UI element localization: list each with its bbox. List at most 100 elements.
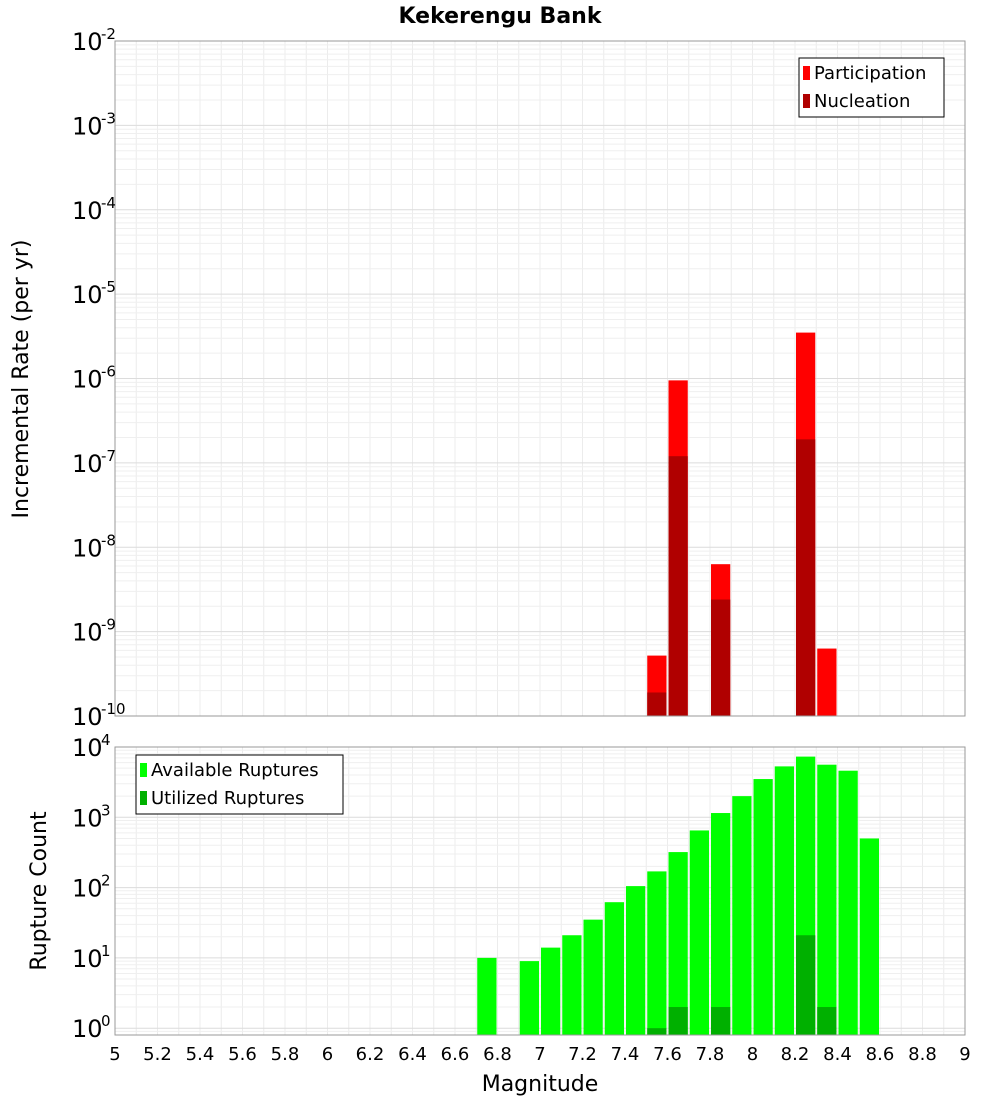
y-tick-label: 10-2 [72,25,116,56]
x-tick-label: 5 [109,1044,120,1065]
legend-swatch [140,763,147,777]
count-bar-available-ruptures [668,852,688,1035]
y-tick-label: 10-6 [72,363,116,394]
y-tick-label: 10-3 [72,109,116,140]
y-tick-base: 10 [72,112,103,140]
y-tick-exponent: -2 [101,25,116,43]
x-tick-label: 8 [747,1044,758,1065]
count-bar-available-ruptures [817,764,837,1035]
y-tick-exponent: -6 [101,363,116,381]
count-legend: Available Ruptures Utilized Ruptures [135,754,344,815]
rate-y-axis-label: Incremental Rate (per yr) [9,240,34,519]
count-bar-available-ruptures [774,766,794,1035]
count-bar-utilized-ruptures [647,1028,667,1035]
y-tick-exponent: 3 [101,801,111,819]
count-bars [477,756,879,1035]
y-tick-label: 10-8 [72,531,116,562]
y-tick-exponent: -5 [101,278,116,296]
x-tick-label: 5.4 [186,1044,215,1065]
count-y-axis-label: Rupture Count [27,811,52,971]
count-bar-available-ruptures [477,957,497,1035]
count-bar-available-ruptures [689,830,709,1035]
y-tick-base: 10 [72,534,103,562]
y-tick-base: 10 [72,703,103,731]
y-tick-base: 10 [72,450,103,478]
x-tick-label: 5.8 [271,1044,300,1065]
rate-bars [647,332,837,716]
rate-gridlines [114,40,966,717]
x-tick-label: 8.2 [781,1044,810,1065]
count-bar-available-ruptures [732,796,752,1035]
y-tick-base: 10 [72,281,103,309]
legend-swatch [803,94,810,108]
count-bar-available-ruptures [711,813,731,1035]
x-tick-label: 7.8 [696,1044,725,1065]
x-tick-label: 7.6 [653,1044,682,1065]
rate-bar-participation [817,648,837,716]
y-tick-exponent: 2 [101,872,111,890]
count-legend-box [135,754,344,815]
y-tick-label: 100 [72,1012,111,1043]
y-tick-base: 10 [72,619,103,647]
legend-label: Utilized Ruptures [151,788,304,809]
count-plot-frame [114,746,966,1036]
rate-bar-nucleation [711,599,731,716]
x-tick-label: 6 [322,1044,333,1065]
y-tick-base: 10 [72,875,103,903]
x-tick-label: 9 [959,1044,970,1065]
legend-label: Nucleation [814,91,910,112]
count-bar-available-ruptures [541,947,561,1035]
y-tick-base: 10 [72,28,103,56]
x-tick-label: 6.8 [483,1044,512,1065]
x-tick-label: 6.2 [356,1044,385,1065]
y-tick-base: 10 [72,945,103,973]
x-axis-label: Magnitude [482,1072,599,1097]
y-tick-label: 10-4 [72,194,116,225]
y-tick-exponent: 0 [101,1012,111,1030]
y-tick-exponent: -9 [101,616,116,634]
count-bar-available-ruptures [647,871,667,1035]
y-tick-label: 101 [72,942,111,973]
rate-bar-nucleation [796,439,816,716]
rate-legend-box [798,57,945,118]
x-tick-label: 8.4 [823,1044,852,1065]
x-tick-label: 8.8 [908,1044,937,1065]
count-bar-available-ruptures [562,935,582,1035]
y-tick-label: 104 [72,731,111,762]
count-bar-utilized-ruptures [711,1007,731,1035]
y-tick-exponent: -3 [101,109,116,127]
y-tick-label: 10-7 [72,447,116,478]
y-tick-base: 10 [72,1015,103,1043]
x-tick-label: 5.6 [228,1044,257,1065]
y-tick-label: 102 [72,872,111,903]
x-tick-label: 6.4 [398,1044,427,1065]
y-tick-exponent: -4 [101,194,116,212]
count-bar-available-ruptures [838,770,858,1035]
y-tick-base: 10 [72,366,103,394]
count-bar-utilized-ruptures [668,1007,688,1035]
y-tick-label: 10-9 [72,616,116,647]
rate-legend: Participation Nucleation [798,57,945,118]
y-tick-label: 10-5 [72,278,116,309]
chart-title: Kekerengu Bank [399,4,603,29]
y-tick-label: 10-10 [72,700,126,731]
count-bar-available-ruptures [583,919,603,1035]
y-tick-base: 10 [72,804,103,832]
y-tick-exponent: -8 [101,531,116,549]
y-tick-exponent: 4 [101,731,111,749]
y-tick-exponent: -10 [101,700,126,718]
count-bar-available-ruptures [626,886,646,1035]
legend-label: Participation [814,63,926,84]
x-tick-labels: 5 5.2 5.4 5.6 5.8 6 6.2 6.4 6.6 6.8 7 7.2 7.4 7.6 7.8 8… [109,1044,970,1065]
x-tick-label: 7.4 [611,1044,640,1065]
x-tick-label: 5.2 [143,1044,172,1065]
count-bar-available-ruptures [604,902,624,1035]
count-bar-utilized-ruptures [796,935,816,1035]
count-bar-available-ruptures [519,961,539,1035]
y-tick-base: 10 [72,197,103,225]
